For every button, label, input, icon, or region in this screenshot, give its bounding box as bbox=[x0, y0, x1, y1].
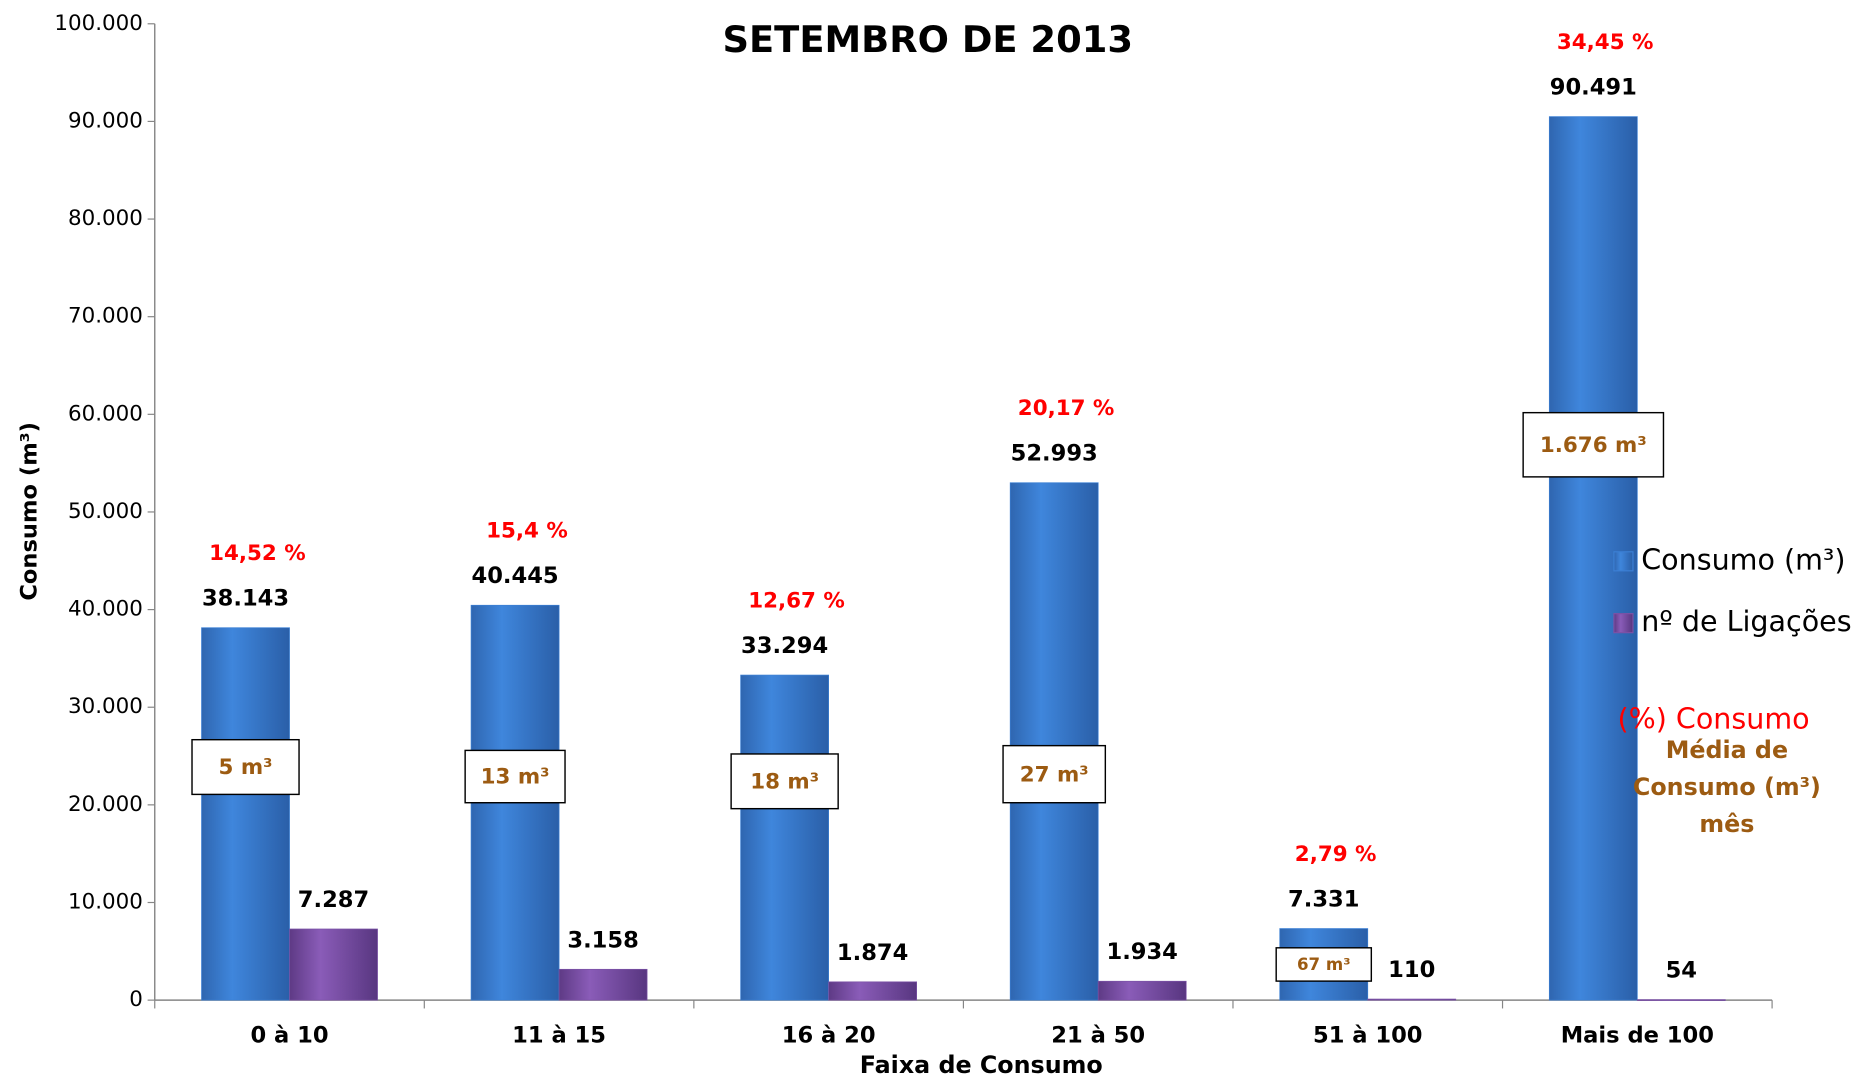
y-axis-title: Consumo (m³) bbox=[16, 422, 42, 601]
percent-label: 14,52 % bbox=[209, 541, 306, 566]
y-tick-label: 40.000 bbox=[68, 597, 143, 622]
average-label: 13 m³ bbox=[481, 765, 550, 790]
value-label: 3.158 bbox=[567, 927, 638, 953]
y-tick-label: 60.000 bbox=[68, 401, 143, 426]
value-label: 7.331 bbox=[1288, 887, 1359, 913]
bar bbox=[1367, 998, 1457, 1001]
average-box bbox=[1002, 744, 1107, 804]
bar bbox=[828, 981, 918, 1001]
x-tick-label: Mais de 100 bbox=[1561, 1022, 1714, 1048]
value-label: 1.874 bbox=[837, 940, 908, 966]
percent-label: 20,17 % bbox=[1018, 396, 1115, 421]
value-label: 1.934 bbox=[1106, 939, 1177, 965]
average-box bbox=[191, 738, 300, 796]
value-label: 7.287 bbox=[298, 887, 369, 913]
y-tick-label: 50.000 bbox=[68, 499, 143, 524]
bar bbox=[558, 968, 648, 1001]
average-box bbox=[1522, 411, 1665, 478]
x-tick-label: 0 à 10 bbox=[250, 1022, 328, 1048]
y-tick-label: 70.000 bbox=[68, 304, 143, 329]
y-tick-label: 90.000 bbox=[68, 108, 143, 133]
y-tick-label: 30.000 bbox=[68, 694, 143, 719]
value-label: 110 bbox=[1388, 957, 1435, 983]
legend-label: (%) Consumo bbox=[1617, 703, 1809, 736]
legend-label: mês bbox=[1699, 810, 1754, 838]
average-label: 1.676 m³ bbox=[1540, 433, 1647, 458]
average-label: 5 m³ bbox=[219, 755, 273, 780]
y-tick-label: 100.000 bbox=[54, 11, 142, 36]
y-tick-label: 20.000 bbox=[68, 792, 143, 817]
bar bbox=[1009, 482, 1099, 1001]
y-tick-label: 10.000 bbox=[68, 889, 143, 914]
percent-label: 34,45 % bbox=[1557, 30, 1654, 55]
x-tick-label: 16 à 20 bbox=[782, 1022, 876, 1048]
legend-label: Consumo (m³) bbox=[1641, 543, 1845, 576]
average-box bbox=[730, 753, 839, 810]
value-label: 33.294 bbox=[741, 633, 828, 659]
value-label: 54 bbox=[1666, 958, 1697, 984]
value-label: 40.445 bbox=[472, 563, 559, 589]
y-tick-label: 80.000 bbox=[68, 206, 143, 231]
average-box bbox=[464, 749, 566, 804]
percent-label: 12,67 % bbox=[748, 588, 845, 613]
legend-label: Consumo (m³) bbox=[1633, 773, 1821, 801]
x-tick-label: 21 à 50 bbox=[1051, 1022, 1145, 1048]
average-label: 27 m³ bbox=[1020, 762, 1089, 787]
x-axis-title: Faixa de Consumo bbox=[860, 1051, 1103, 1079]
percent-label: 15,4 % bbox=[486, 519, 568, 544]
bar bbox=[289, 928, 378, 1001]
percent-label: 2,79 % bbox=[1295, 842, 1377, 867]
legend-swatch bbox=[1613, 613, 1634, 634]
value-label: 90.491 bbox=[1550, 75, 1637, 101]
bar bbox=[740, 674, 829, 1001]
value-label: 38.143 bbox=[202, 586, 289, 612]
x-tick-label: 51 à 100 bbox=[1313, 1022, 1423, 1048]
value-label: 52.993 bbox=[1011, 441, 1098, 467]
legend-label: Média de bbox=[1666, 736, 1788, 764]
average-label: 67 m³ bbox=[1297, 955, 1351, 974]
legend-swatch bbox=[1613, 551, 1634, 572]
bar bbox=[201, 627, 290, 1001]
legend-label: nº de Ligações bbox=[1641, 605, 1851, 638]
bar bbox=[1097, 980, 1187, 1001]
average-box bbox=[1275, 947, 1373, 982]
chart-title: SETEMBRO DE 2013 bbox=[722, 18, 1133, 61]
x-tick-label: 11 à 15 bbox=[512, 1022, 606, 1048]
bar bbox=[1636, 999, 1726, 1001]
y-tick-label: 0 bbox=[129, 987, 143, 1012]
average-label: 18 m³ bbox=[750, 770, 819, 795]
